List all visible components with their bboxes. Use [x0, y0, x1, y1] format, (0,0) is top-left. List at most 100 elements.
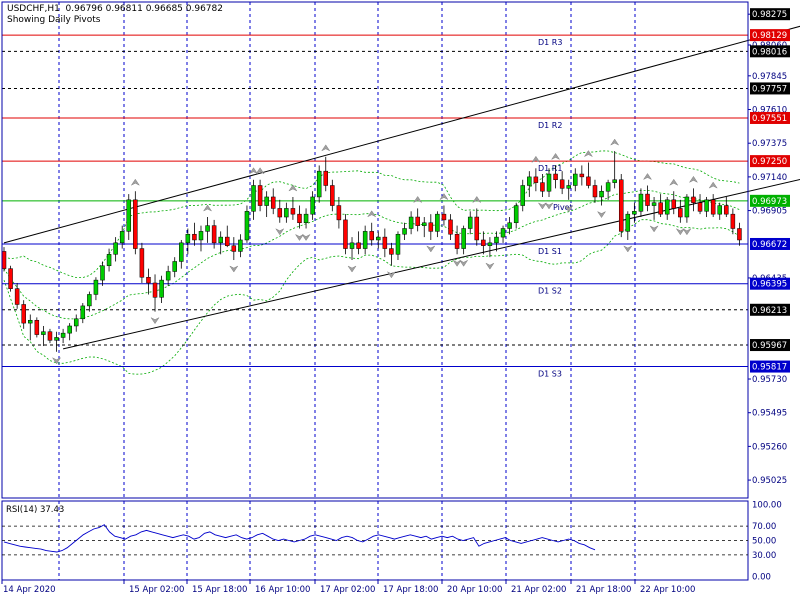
fractal-up	[288, 184, 298, 192]
candle-body	[106, 254, 112, 267]
candle-body	[257, 185, 263, 206]
fractal-up	[688, 175, 699, 184]
pivot-label: D1 S3	[538, 370, 562, 379]
candle-body	[244, 211, 250, 241]
y-tick-label: 0.97610	[752, 106, 787, 116]
candle-body	[658, 202, 663, 215]
candle-body	[34, 319, 40, 335]
rsi-tick-label: 0.00	[752, 572, 771, 582]
fractal-down	[347, 265, 357, 273]
candle-body	[310, 196, 315, 215]
candle-body	[454, 233, 460, 249]
fractal-down	[51, 357, 62, 365]
fractal-up	[669, 178, 679, 186]
candle-body	[54, 337, 59, 341]
candle-body	[612, 179, 617, 183]
candle-body	[474, 216, 480, 241]
fractal-down	[682, 228, 692, 236]
time-axis: 14 Apr 2020 15 Apr 02:00 15 Apr 18:00 16 Ap…	[1, 580, 695, 595]
candle-body	[14, 288, 20, 305]
x-tick-label: 20 Apr 10:00	[447, 585, 502, 595]
x-tick-label: 21 Apr 02:00	[511, 585, 566, 595]
candle-body	[513, 205, 519, 224]
rsi-panel: RSI(14) 37.43 100.00 70.00 50.00 30.00 0.00	[2, 501, 782, 582]
candle-body	[724, 205, 729, 215]
price-tag-box	[750, 111, 790, 124]
candle-body	[645, 193, 650, 206]
candle-body	[559, 179, 565, 189]
price-tag-box	[750, 237, 790, 250]
fractal-up	[708, 181, 718, 189]
pivots-caption: Showing Daily Pivots	[7, 15, 101, 25]
candle-body	[461, 228, 466, 249]
rsi-tick-label: 50.00	[752, 537, 776, 547]
candle-body	[395, 233, 401, 255]
fractal-up	[366, 210, 377, 218]
candle-body	[172, 261, 177, 272]
candle-body	[573, 173, 578, 186]
candle-body	[113, 242, 118, 255]
price-tag-text: 0.97757	[752, 84, 787, 94]
fractal-up	[130, 178, 141, 186]
price-tag-text: 0.96213	[752, 306, 787, 316]
rsi-tick-label: 30.00	[752, 551, 776, 561]
main-grid	[58, 2, 636, 580]
candle-body	[60, 332, 66, 338]
candle-body	[448, 219, 453, 235]
price-tag-text: 0.97551	[752, 114, 787, 124]
candle-body	[47, 331, 53, 341]
candle-body	[691, 196, 696, 203]
candle-body	[684, 196, 690, 218]
candle-body	[369, 231, 374, 241]
pivot-label: D1 R2	[538, 121, 562, 130]
x-tick-label: 14 Apr 2020	[3, 585, 56, 595]
candle-body	[225, 236, 230, 246]
fractal-up	[321, 144, 331, 152]
candle-body	[198, 231, 204, 241]
fractal-up	[550, 152, 561, 161]
candle-body	[119, 231, 125, 244]
candle-body	[467, 216, 473, 229]
pivot-point-label: Pivot	[553, 203, 573, 212]
candle-body	[356, 242, 361, 249]
candle-body	[382, 236, 388, 249]
candle-body	[93, 279, 99, 295]
pivot-lines: D1 R3 D1 R2 D1 R1 D1 S1 D1 S2 D1 S3 Pivot	[2, 34, 748, 379]
candle-body	[389, 248, 394, 255]
rsi-tick-label: 100.00	[752, 501, 782, 511]
fractal-down	[458, 259, 469, 267]
candle-body	[41, 331, 46, 335]
candle-body	[481, 239, 486, 246]
candle-body	[343, 219, 348, 249]
fractal-down	[596, 210, 607, 219]
x-tick-label: 17 Apr 18:00	[383, 585, 438, 595]
fractal-down	[563, 205, 574, 213]
pivot-label: D1 R1	[538, 164, 562, 173]
candle-body	[67, 325, 72, 334]
candle-body	[205, 225, 210, 232]
middle-band	[3, 189, 740, 320]
candle-body	[605, 182, 611, 192]
price-tag-text: 0.96672	[752, 240, 787, 250]
price-tag-box	[750, 277, 790, 290]
y-tick-label: 0.95495	[752, 409, 787, 419]
main-frame	[1, 1, 749, 499]
candle-body	[238, 239, 243, 252]
candle-body	[277, 208, 283, 218]
candle-body	[376, 236, 381, 241]
price-tag-text: 0.95817	[752, 363, 787, 373]
candle-body	[520, 185, 525, 206]
fractal-up	[609, 138, 620, 146]
candle-body	[671, 199, 677, 209]
y-tick-label: 0.97140	[752, 173, 787, 183]
candle-body	[533, 176, 539, 183]
candle-body	[625, 213, 631, 232]
y-tick-label: 0.97375	[752, 139, 787, 149]
price-tag-text: 0.96973	[752, 197, 787, 207]
candle-body	[264, 196, 269, 206]
candle-body	[737, 228, 742, 241]
fractal-down	[537, 202, 548, 210]
channel-lower-line	[62, 178, 800, 350]
candle-body	[139, 248, 145, 278]
candle-body	[507, 222, 512, 229]
